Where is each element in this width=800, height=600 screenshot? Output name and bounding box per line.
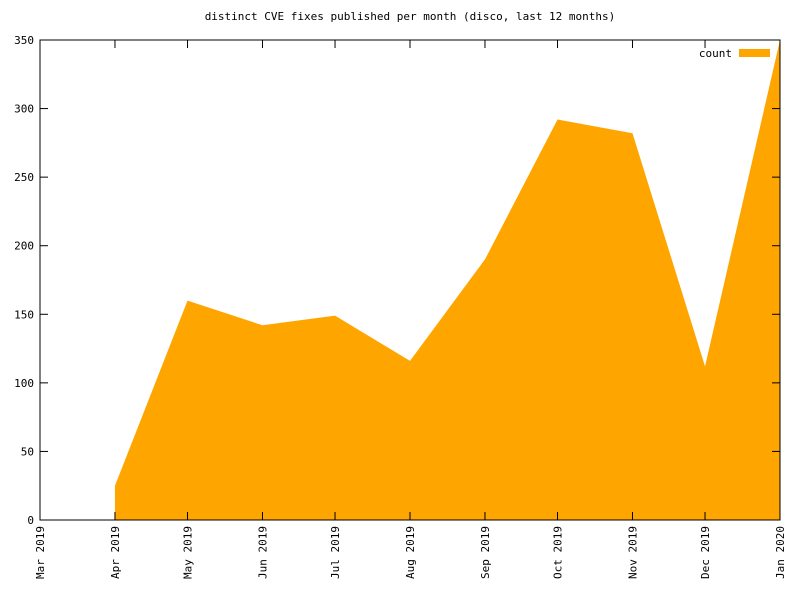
legend-swatch [739,49,770,57]
x-tick-label: Jul 2019 [329,526,342,579]
y-tick-label: 0 [27,514,34,527]
chart-title: distinct CVE fixes published per month (… [205,10,616,23]
x-tick-label: Sep 2019 [479,526,492,579]
x-tick-label: Jan 2020 [774,526,787,579]
x-tick-label: May 2019 [182,526,195,579]
x-tick-label: Nov 2019 [626,526,639,579]
y-tick-label: 100 [14,377,34,390]
y-tick-label: 250 [14,171,34,184]
x-tick-label: Mar 2019 [34,526,47,579]
x-tick-label: Aug 2019 [404,526,417,579]
y-tick-label: 50 [21,445,34,458]
area [114,40,780,520]
y-tick-label: 300 [14,103,34,116]
x-tick-label: Jun 2019 [256,526,269,579]
x-tick-label: Dec 2019 [699,526,712,579]
x-tick-label: Oct 2019 [552,526,565,579]
y-tick-label: 350 [14,34,34,47]
legend-label: count [699,47,732,60]
x-tick-label: Apr 2019 [109,526,122,579]
y-tick-label: 150 [14,308,34,321]
y-tick-label: 200 [14,240,34,253]
